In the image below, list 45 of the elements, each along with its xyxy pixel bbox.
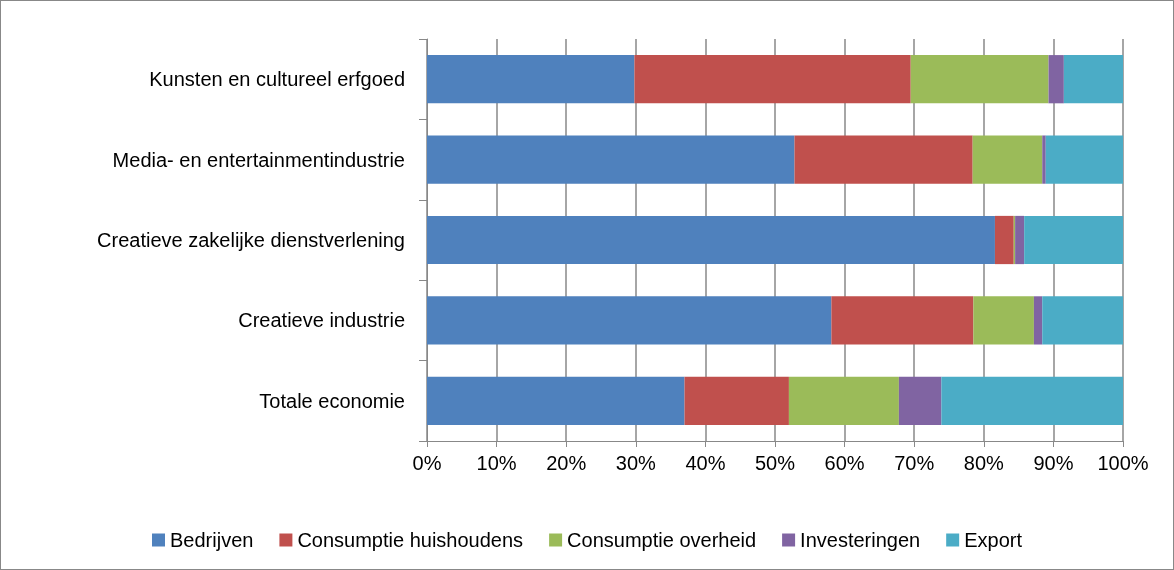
- x-tick-label: 70%: [894, 452, 935, 474]
- bar: [1015, 215, 1025, 265]
- x-tick-label: 60%: [824, 452, 865, 474]
- bar: [1048, 55, 1064, 104]
- legend-label: Bedrijven: [170, 529, 254, 551]
- legend-label: Consumptie huishoudens: [297, 529, 524, 551]
- y-tick-label: Kunsten en cultureel erfgoed: [149, 68, 405, 91]
- bar: [1033, 296, 1043, 345]
- bar: [831, 296, 974, 345]
- x-tick-label: 50%: [754, 452, 796, 474]
- legend-label: Export: [964, 529, 1023, 551]
- bar: [1024, 215, 1123, 265]
- x-tick-label: 30%: [615, 452, 657, 474]
- x-tick-label: 100%: [1097, 452, 1149, 474]
- bar: [427, 55, 635, 104]
- y-tick-label: Totale economie: [259, 389, 405, 412]
- bar: [898, 376, 942, 425]
- bar: [1042, 296, 1123, 345]
- y-tick-label: Creatieve zakelijke dienstverlening: [97, 229, 405, 251]
- bar: [994, 215, 1014, 265]
- x-tick-label: 80%: [963, 452, 1005, 474]
- bar: [427, 215, 995, 265]
- bar: [1042, 135, 1046, 184]
- bar: [1063, 55, 1123, 104]
- bar: [634, 55, 911, 104]
- bar: [427, 135, 795, 184]
- bar: [427, 376, 685, 425]
- bar: [973, 296, 1034, 345]
- legend-label: Investeringen: [800, 529, 921, 551]
- bar: [794, 135, 973, 184]
- bar: [941, 376, 1123, 425]
- y-tick-label: Media- en entertainmentindustrie: [112, 148, 405, 171]
- x-tick-label: 10%: [476, 452, 517, 474]
- x-tick-label: 90%: [1033, 452, 1074, 474]
- x-tick-label: 0%: [412, 452, 442, 474]
- y-tick-label: Creatieve industrie: [238, 309, 405, 332]
- x-tick-label: 40%: [685, 452, 726, 474]
- bar: [910, 55, 1049, 104]
- legend-label: Consumptie overheid: [567, 529, 757, 551]
- bar: [427, 296, 832, 345]
- bar: [788, 376, 899, 425]
- bar: [1045, 135, 1123, 184]
- bar: [684, 376, 789, 425]
- bar: [972, 135, 1043, 184]
- x-tick-label: 20%: [546, 452, 587, 474]
